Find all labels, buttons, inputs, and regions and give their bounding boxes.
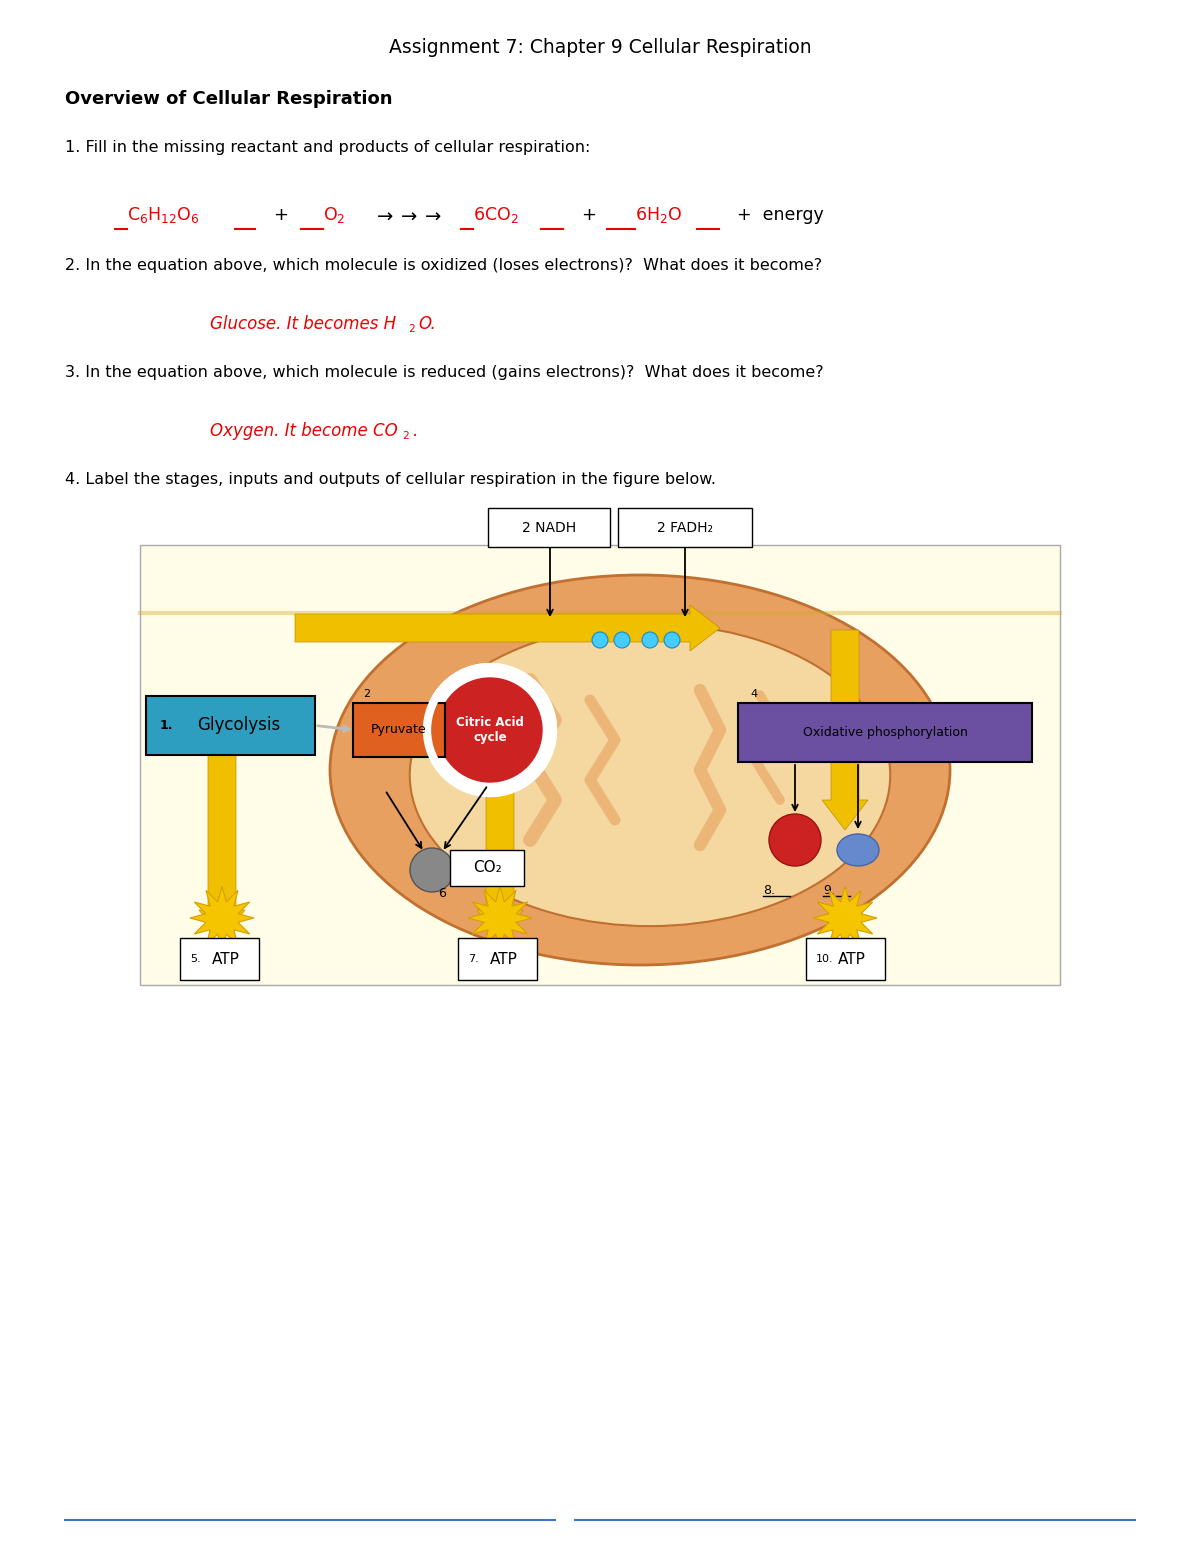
- Polygon shape: [190, 887, 254, 950]
- Text: ATP: ATP: [211, 952, 240, 966]
- FancyBboxPatch shape: [738, 704, 1032, 763]
- Text: Glucose. It becomes H: Glucose. It becomes H: [210, 315, 396, 332]
- Text: 1.: 1.: [160, 719, 174, 731]
- Polygon shape: [814, 887, 877, 950]
- Polygon shape: [822, 631, 868, 829]
- Text: 2: 2: [364, 690, 370, 699]
- Text: Citric Acid
cycle: Citric Acid cycle: [456, 716, 524, 744]
- Text: O.: O.: [418, 315, 436, 332]
- FancyBboxPatch shape: [618, 508, 752, 547]
- Text: Oxidative phosphorylation: Oxidative phosphorylation: [803, 725, 967, 739]
- Text: 2 NADH: 2 NADH: [522, 520, 576, 534]
- FancyBboxPatch shape: [450, 849, 524, 887]
- Text: ATP: ATP: [838, 952, 865, 966]
- Text: 4: 4: [750, 690, 757, 699]
- Text: Oxygen. It become CO: Oxygen. It become CO: [210, 422, 397, 439]
- Polygon shape: [478, 755, 523, 940]
- Circle shape: [592, 632, 608, 648]
- Text: 10.: 10.: [816, 954, 834, 964]
- Text: $\mathregular{_2}$: $\mathregular{_2}$: [408, 320, 416, 335]
- Text: 7.: 7.: [468, 954, 479, 964]
- Text: +: +: [581, 207, 596, 224]
- Circle shape: [614, 632, 630, 648]
- FancyBboxPatch shape: [806, 938, 886, 980]
- Text: $\mathregular{6CO_2}$: $\mathregular{6CO_2}$: [473, 205, 518, 225]
- Text: 2 FADH₂: 2 FADH₂: [658, 520, 713, 534]
- Text: 1. Fill in the missing reactant and products of cellular respiration:: 1. Fill in the missing reactant and prod…: [65, 140, 590, 155]
- Text: 5.: 5.: [190, 954, 200, 964]
- FancyBboxPatch shape: [458, 938, 538, 980]
- Text: +: +: [274, 207, 288, 224]
- Text: 3. In the equation above, which molecule is reduced (gains electrons)?  What doe: 3. In the equation above, which molecule…: [65, 365, 823, 380]
- Text: $\mathregular{6H_2O}$: $\mathregular{6H_2O}$: [635, 205, 683, 225]
- Ellipse shape: [438, 679, 542, 783]
- Ellipse shape: [409, 624, 890, 926]
- Text: Pyruvate: Pyruvate: [371, 724, 427, 736]
- Polygon shape: [199, 735, 245, 940]
- FancyBboxPatch shape: [353, 704, 445, 756]
- Text: Assignment 7: Chapter 9 Cellular Respiration: Assignment 7: Chapter 9 Cellular Respira…: [389, 37, 811, 57]
- Text: 8.: 8.: [763, 884, 775, 898]
- FancyBboxPatch shape: [180, 938, 259, 980]
- Circle shape: [410, 848, 454, 891]
- Circle shape: [769, 814, 821, 867]
- FancyBboxPatch shape: [488, 508, 610, 547]
- Text: Overview of Cellular Respiration: Overview of Cellular Respiration: [65, 90, 392, 109]
- Text: $\mathregular{C_6H_{12}O_6}$: $\mathregular{C_6H_{12}O_6}$: [127, 205, 199, 225]
- Ellipse shape: [425, 665, 554, 795]
- FancyBboxPatch shape: [140, 545, 1060, 985]
- Circle shape: [664, 632, 680, 648]
- Text: CO₂: CO₂: [473, 860, 502, 876]
- Text: $\mathregular{O_2}$: $\mathregular{O_2}$: [323, 205, 346, 225]
- Ellipse shape: [330, 575, 950, 964]
- Text: +  energy: + energy: [737, 207, 823, 224]
- FancyBboxPatch shape: [146, 696, 314, 755]
- Text: 2. In the equation above, which molecule is oxidized (loses electrons)?  What do: 2. In the equation above, which molecule…: [65, 258, 822, 273]
- Text: 4. Label the stages, inputs and outputs of cellular respiration in the figure be: 4. Label the stages, inputs and outputs …: [65, 472, 716, 488]
- Ellipse shape: [838, 834, 878, 867]
- Text: .: .: [412, 422, 418, 439]
- Polygon shape: [295, 606, 720, 651]
- Text: $\rightarrow\rightarrow\rightarrow$: $\rightarrow\rightarrow\rightarrow$: [373, 205, 442, 225]
- Circle shape: [642, 632, 658, 648]
- Text: ATP: ATP: [490, 952, 517, 966]
- Text: $\mathregular{_2}$: $\mathregular{_2}$: [402, 427, 410, 443]
- Text: 6: 6: [438, 887, 446, 901]
- Text: 9.: 9.: [823, 884, 835, 898]
- Text: Glycolysis: Glycolysis: [197, 716, 280, 735]
- Polygon shape: [468, 887, 532, 950]
